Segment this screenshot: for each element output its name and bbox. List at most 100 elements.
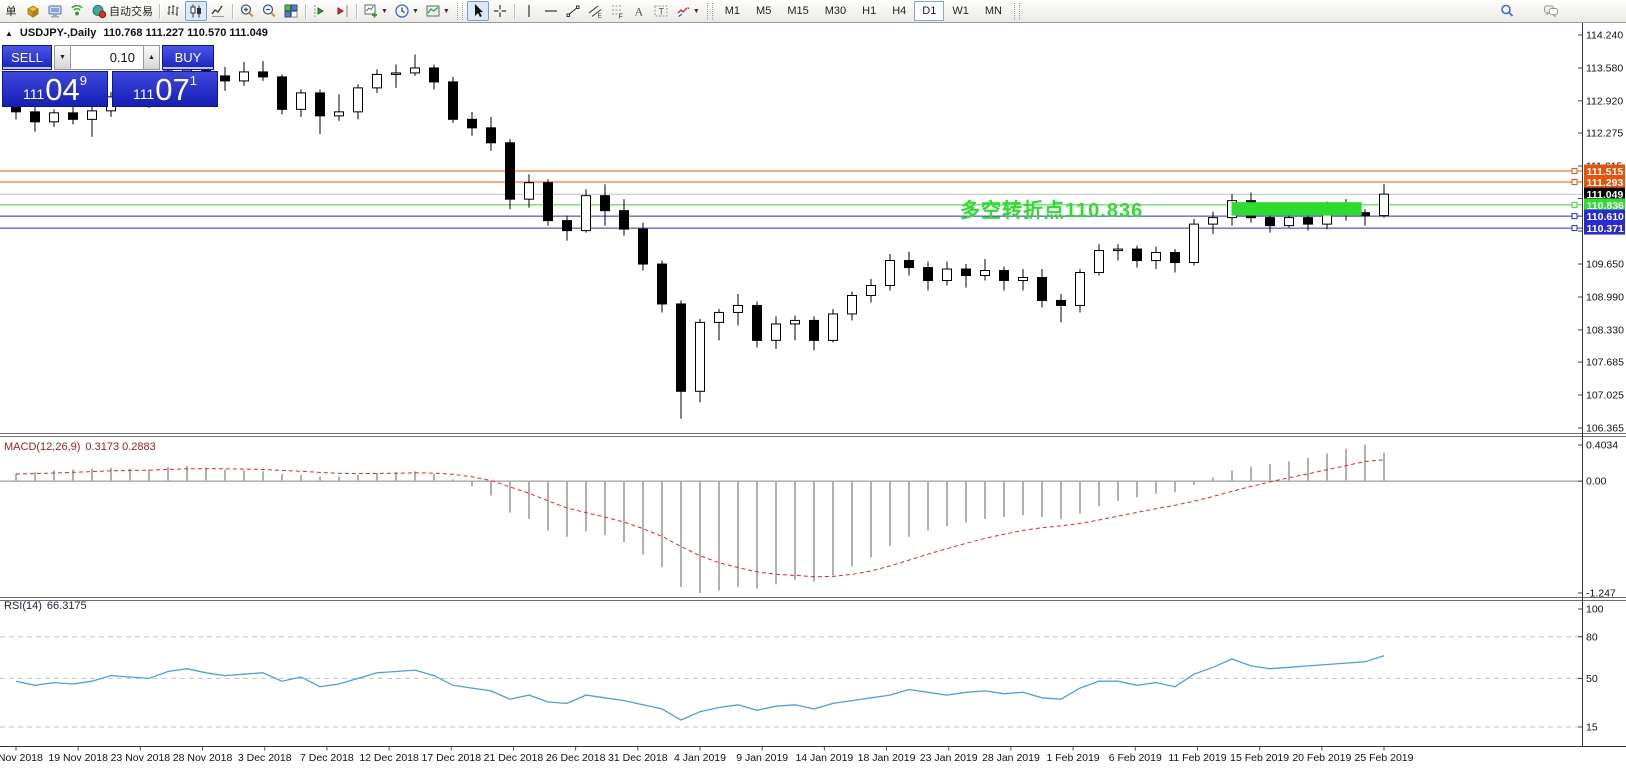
- candle-body: [809, 319, 819, 341]
- chart-symbol-line: ▲ USDJPY-,Daily 110.768 111.227 110.570 …: [5, 27, 268, 39]
- level-line-handle[interactable]: [1571, 201, 1578, 208]
- candlestick-chart-button[interactable]: [185, 1, 207, 21]
- auto-scroll-button[interactable]: [331, 1, 353, 21]
- dropdown-caret-icon[interactable]: ▼: [692, 7, 700, 15]
- signals-button[interactable]: [66, 1, 88, 21]
- dropdown-caret-icon[interactable]: ▼: [411, 7, 419, 15]
- level-line-handle[interactable]: [1571, 213, 1578, 220]
- level-price-label: 110.610: [1587, 211, 1625, 223]
- templates-button[interactable]: ▼: [422, 1, 453, 21]
- timeframe-h1[interactable]: H1: [862, 5, 877, 17]
- bars-icon: [167, 5, 179, 16]
- candle-body: [1303, 217, 1313, 225]
- volume-input[interactable]: [71, 45, 143, 70]
- candle-body: [771, 323, 781, 341]
- candle-body: [790, 319, 800, 325]
- trade-panel-top-row: SELL ▼ ▲ BUY: [2, 45, 218, 70]
- candles-icon: [190, 4, 201, 18]
- tile-windows-button[interactable]: [280, 1, 302, 21]
- candle-body: [1208, 217, 1218, 225]
- dropdown-caret-icon[interactable]: ▼: [442, 7, 450, 15]
- market-button[interactable]: [22, 1, 44, 21]
- cursor-button[interactable]: [466, 1, 489, 21]
- text-label-button[interactable]: T: [650, 1, 672, 21]
- timeframe-w1[interactable]: W1: [952, 5, 969, 17]
- equidistant-channel-button[interactable]: E: [584, 1, 606, 21]
- arrows-button[interactable]: ▼: [672, 1, 703, 21]
- candle-body: [1094, 250, 1104, 274]
- trendline-button[interactable]: [562, 1, 584, 21]
- collapse-arrow-icon[interactable]: ▲: [5, 28, 13, 38]
- buy-price-sup: 1: [189, 73, 197, 88]
- time-tick-label: 28 Jan 2019: [982, 752, 1040, 764]
- highlight-rectangle[interactable]: [1231, 202, 1362, 216]
- timeframe-m5[interactable]: M5: [756, 5, 772, 17]
- textA-icon: A: [634, 5, 643, 19]
- buy-price-display[interactable]: 111 07 1: [112, 71, 218, 107]
- chat-button[interactable]: [1540, 1, 1562, 21]
- toolbar-grip[interactable]: [456, 2, 463, 20]
- level-price-label-bg: [1584, 187, 1625, 201]
- sell-price-display[interactable]: 111 04 9: [2, 71, 108, 107]
- candle-body: [486, 127, 496, 144]
- zoomin-icon: [240, 4, 254, 18]
- buy-button[interactable]: BUY: [162, 45, 214, 70]
- toolbar-grip[interactable]: [706, 2, 713, 20]
- new-chart-button[interactable]: ▼: [360, 1, 391, 21]
- bar-chart-button[interactable]: [163, 1, 185, 21]
- text-button[interactable]: A: [628, 1, 650, 21]
- candle-body: [581, 195, 591, 232]
- timeframe-mn[interactable]: MN: [984, 5, 1002, 17]
- periods-button[interactable]: ▼: [391, 1, 422, 21]
- chart-canvas[interactable]: 114.240113.580112.920112.275111.615110.9…: [0, 23, 1626, 771]
- candle-body: [695, 321, 705, 392]
- time-tick-label: 4 Jan 2019: [674, 752, 726, 764]
- dropdown-caret-icon[interactable]: ▼: [381, 7, 388, 15]
- volume-increase-button[interactable]: ▲: [143, 45, 160, 70]
- zoom-out-button[interactable]: [258, 1, 280, 21]
- svg-text:F: F: [618, 14, 622, 20]
- candle-body: [942, 268, 952, 282]
- candle-body: [543, 182, 553, 222]
- level-price-label: 110.371: [1587, 223, 1625, 235]
- candle-body: [657, 263, 667, 305]
- level-price-label: 111.049: [1587, 189, 1624, 201]
- time-tick-label: 1 Feb 2019: [1047, 752, 1100, 764]
- timeframe-m1[interactable]: M1: [724, 5, 741, 17]
- timeframe-m30[interactable]: M30: [824, 5, 847, 17]
- candle-body: [619, 210, 629, 230]
- level-line-handle[interactable]: [1571, 167, 1578, 174]
- level-line-handle[interactable]: [1571, 225, 1578, 232]
- macd-values: 0.3173 0.2883: [85, 441, 156, 453]
- vertical-line-button[interactable]: [518, 1, 540, 21]
- time-tick-label: 25 Feb 2019: [1355, 752, 1414, 764]
- crosshair-button[interactable]: [489, 1, 511, 21]
- newchart-icon: [364, 4, 377, 18]
- level-price-label-bg: [1584, 175, 1625, 189]
- metaeditor-button[interactable]: [44, 1, 66, 21]
- search-button[interactable]: [1496, 1, 1518, 21]
- candle-body: [714, 311, 724, 323]
- fibonacci-button[interactable]: F: [606, 1, 628, 21]
- time-tick-label: 7 Dec 2018: [300, 752, 354, 764]
- new-order-button[interactable]: 单: [0, 1, 22, 21]
- rsi-name: RSI(14): [4, 600, 42, 612]
- macd-tick-label: 0.00: [1586, 476, 1607, 488]
- autotrading-button[interactable]: 自动交易: [88, 1, 156, 21]
- timeframe-h4[interactable]: H4: [892, 5, 907, 17]
- volume-decrease-button[interactable]: ▼: [54, 45, 71, 70]
- pivot-annotation-text[interactable]: 多空转折点110.836: [960, 200, 1144, 222]
- timeframe-m15[interactable]: M15: [787, 5, 809, 17]
- horizontal-line-button[interactable]: [540, 1, 562, 21]
- chart-shift-button[interactable]: [309, 1, 331, 21]
- time-tick-label: 12 Dec 2018: [359, 752, 419, 764]
- zoom-in-button[interactable]: [236, 1, 258, 21]
- toolbar-grip[interactable]: [1013, 2, 1020, 20]
- timeframe-d1[interactable]: D1: [914, 1, 945, 21]
- line-chart-button[interactable]: [207, 1, 229, 21]
- rsi-indicator-label: RSI(14) 66.3175: [4, 600, 87, 612]
- sell-button[interactable]: SELL: [2, 45, 52, 70]
- time-tick-label: 11 Feb 2019: [1168, 752, 1226, 764]
- candle-body: [68, 112, 78, 120]
- level-line-handle[interactable]: [1571, 179, 1578, 186]
